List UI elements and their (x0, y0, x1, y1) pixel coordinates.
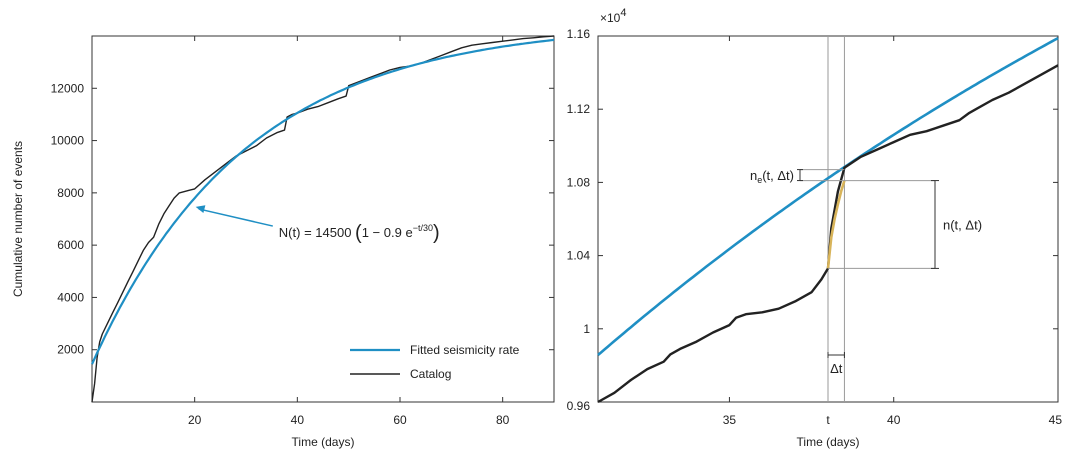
left-plot-frame (91, 35, 555, 403)
right-ytick-label: 1.08 (567, 175, 591, 189)
legend-label-fit: Fitted seismicity rate (410, 343, 520, 357)
left-xtick-label: 40 (291, 413, 305, 427)
left-ytick-label: 10000 (51, 134, 85, 148)
left-ytick-label: 2000 (57, 343, 84, 357)
right-ytick-label: 1 (583, 322, 590, 336)
legend: Fitted seismicity rate Catalog (350, 343, 520, 381)
annotation-arrow-head (195, 205, 206, 214)
left-ytick-label: 6000 (57, 238, 84, 252)
left-xtick-label: 20 (188, 413, 202, 427)
left-x-axis-label: Time (days) (292, 435, 355, 449)
fit-equation-main: N(t) = 14500 (279, 225, 355, 240)
fit-equation-exponent: −t/30 (413, 223, 433, 233)
fit-equation-inner: 1 − 0.9 e (362, 225, 413, 240)
left-fit-line (91, 38, 555, 365)
annotation-arrow-shaft (198, 208, 273, 227)
right-scale-factor: ×104 (600, 7, 626, 25)
left-ytick-label: 8000 (57, 186, 84, 200)
n-label: n(t, Δt) (943, 217, 982, 232)
right-xtick-label: 40 (887, 413, 901, 427)
ne-label-n: n (750, 168, 757, 183)
fit-equation-paren-close: ) (433, 222, 440, 244)
left-y-axis-label: Cumulative number of events (11, 141, 25, 297)
right-chart: ×104 35 40 45 0.96 1 1.04 1.08 1.12 1.16 Time (day… (567, 7, 1063, 449)
t-axis-label: t (826, 413, 830, 427)
ne-label-args: (t, Δt) (762, 168, 794, 183)
right-ytick-label: 0.96 (567, 399, 591, 413)
left-ytick-label: 4000 (57, 290, 84, 304)
right-x-axis-label: Time (days) (797, 435, 860, 449)
right-xtick-label: 35 (723, 413, 737, 427)
ne-label-sub: e (757, 175, 762, 185)
fit-equation: N(t) = 14500 (1 − 0.9 e−t/30) (279, 222, 440, 244)
left-xtick-label: 80 (496, 413, 510, 427)
left-xtick-label: 60 (393, 413, 407, 427)
right-scale-exponent: 4 (620, 7, 626, 19)
right-scale-base: ×10 (600, 11, 621, 25)
fit-equation-paren-open: ( (355, 222, 362, 244)
right-ytick-label: 1.12 (567, 102, 591, 116)
right-fit-line (597, 37, 1059, 356)
left-catalog-line (91, 35, 555, 403)
ne-label: ne(t, Δt) (750, 168, 794, 185)
legend-label-catalog: Catalog (410, 367, 451, 381)
right-ytick-label: 1.16 (567, 27, 591, 41)
right-ytick-label: 1.04 (567, 249, 591, 263)
highlight-segment (826, 180, 846, 269)
right-xtick-label: 45 (1049, 413, 1063, 427)
left-ytick-label: 12000 (51, 81, 85, 95)
left-chart: 20 40 60 80 2000 4000 6000 8000 10000 12000 Time (… (11, 35, 555, 449)
dt-label: Δt (830, 361, 843, 376)
